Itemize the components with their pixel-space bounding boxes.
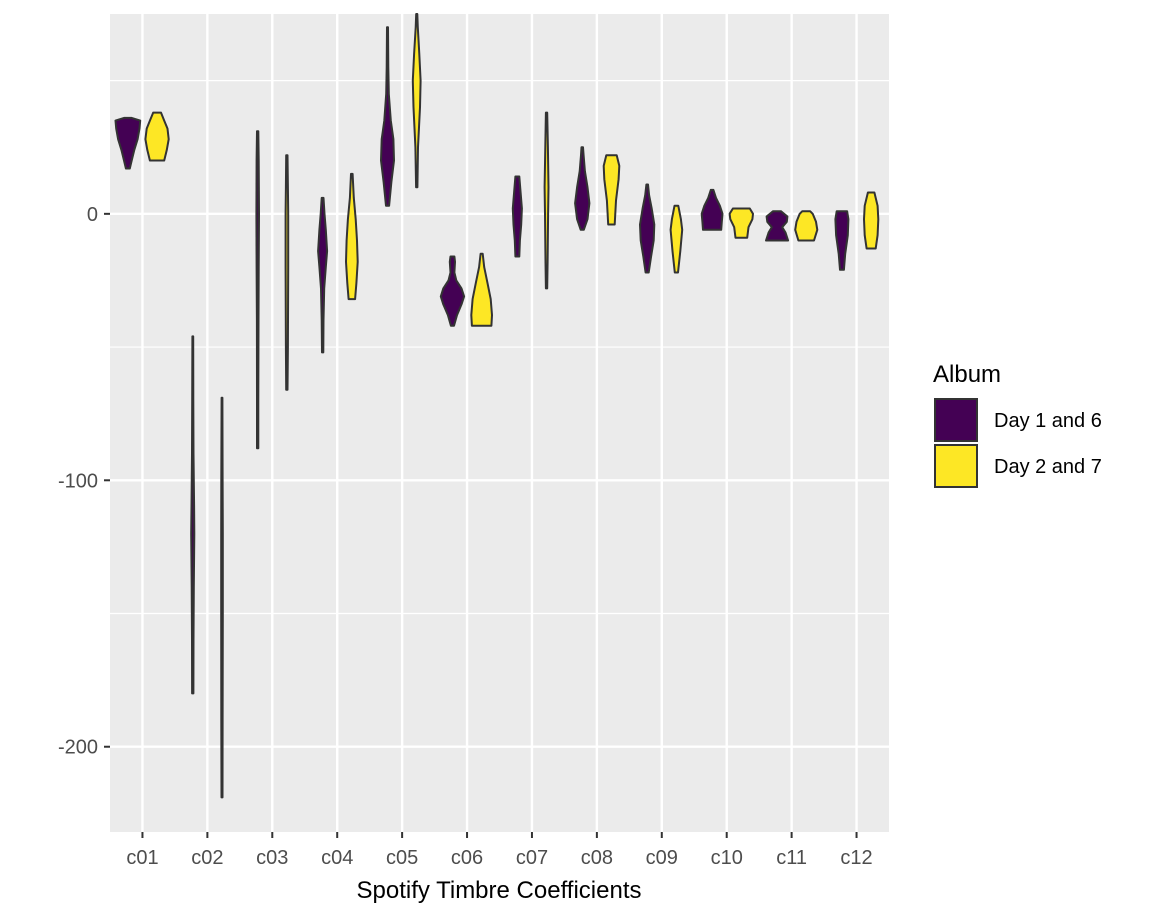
violin-c01-day-2-and-7	[144, 111, 170, 162]
x-tick-label: c12	[840, 847, 872, 869]
violin-c10-day-2-and-7	[728, 207, 754, 239]
violin-c06-day-1-and-6	[439, 255, 466, 327]
violin-c05-day-2-and-7	[411, 13, 422, 189]
plot-panel	[110, 14, 889, 832]
violin-c12-day-2-and-7	[863, 191, 880, 250]
y-tick-label: -100	[58, 470, 98, 492]
x-tick-label: c10	[711, 847, 743, 869]
violin-c01-day-1-and-6	[114, 116, 142, 170]
x-tick-label: c07	[516, 847, 548, 869]
x-tick-label: c01	[126, 847, 158, 869]
violin-c11-day-2-and-7	[794, 210, 819, 242]
legend-key-day-2-and-7	[934, 444, 978, 488]
violin-c02-day-1-and-6	[190, 335, 196, 695]
x-tick-label: c11	[776, 847, 807, 869]
legend-label: Day 1 and 6	[994, 410, 1102, 432]
x-tick-label: c06	[451, 847, 483, 869]
legend-key-day-1-and-6	[934, 398, 978, 442]
violin-c11-day-1-and-6	[765, 210, 790, 242]
y-tick-label: 0	[87, 204, 98, 226]
violin-c07-day-2-and-7	[543, 111, 550, 290]
major-gridlines	[110, 14, 889, 832]
legend-label: Day 2 and 7	[994, 456, 1102, 478]
violin-c04-day-2-and-7	[345, 172, 359, 301]
violin-c04-day-1-and-6	[317, 196, 329, 354]
x-tick-label: c04	[321, 847, 353, 869]
x-tick-label: c05	[386, 847, 418, 869]
minor-gridlines	[110, 80, 889, 615]
x-tick-label: c09	[646, 847, 678, 869]
violin-c08-day-1-and-6	[574, 146, 591, 231]
x-axis-ticks: c01 c02 c03 c04 c05 c06 c07 c08 c09 c10 c11 c12	[126, 832, 873, 869]
violin-c06-day-2-and-7	[470, 252, 493, 327]
violin-c03-day-1-and-6	[255, 130, 260, 450]
violin-c08-day-2-and-7	[602, 154, 621, 226]
violin-c09-day-1-and-6	[639, 183, 656, 274]
violin-c07-day-1-and-6	[511, 175, 523, 258]
legend-title: Album	[933, 361, 1001, 388]
violin-c03-day-2-and-7	[284, 154, 290, 391]
violin-c02-day-2-and-7	[220, 396, 224, 799]
x-axis-title: Spotify Timbre Coefficients	[356, 877, 641, 904]
y-tick-label: -200	[58, 737, 98, 759]
legend: Album Day 1 and 6 Day 2 and 7	[933, 361, 1102, 488]
violins	[114, 13, 880, 799]
y-axis-ticks: 0 -100 -200	[58, 204, 110, 759]
violin-c05-day-1-and-6	[380, 26, 395, 207]
violin-c09-day-2-and-7	[669, 204, 684, 274]
violin-c12-day-1-and-6	[834, 210, 850, 271]
x-tick-label: c02	[191, 847, 223, 869]
violin-c10-day-1-and-6	[700, 188, 724, 231]
x-tick-label: c08	[581, 847, 613, 869]
x-tick-label: c03	[256, 847, 288, 869]
